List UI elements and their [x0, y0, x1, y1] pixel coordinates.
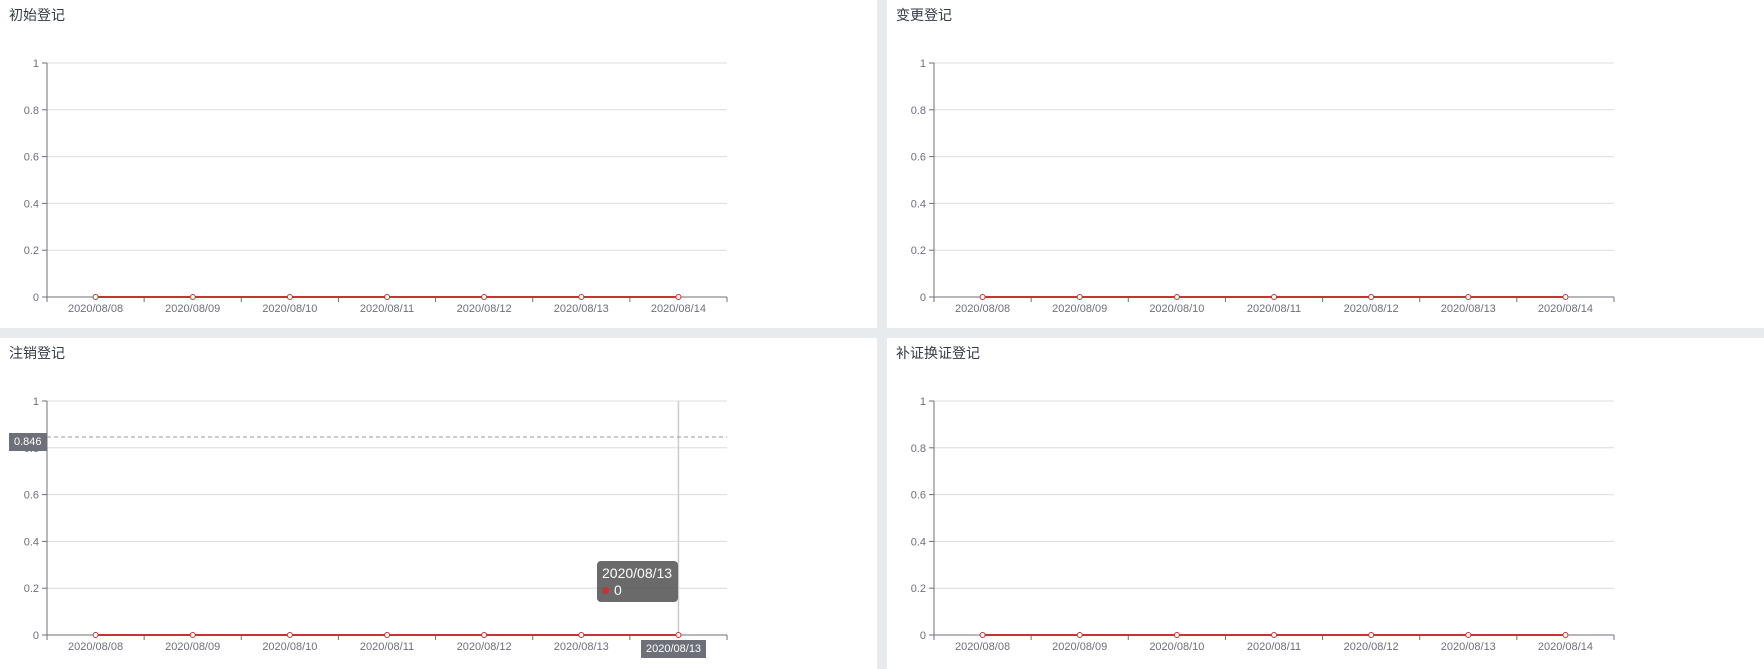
x-tick-label: 2020/08/11 [360, 303, 414, 315]
x-tick-label: 2020/08/12 [1344, 303, 1399, 315]
y-tick-label: 0.4 [24, 198, 39, 210]
x-tick-label: 2020/08/13 [1441, 641, 1496, 653]
data-point [1465, 632, 1472, 638]
y-axis-pointer-label: 0.846 [9, 433, 47, 451]
data-point [189, 294, 196, 300]
y-tick-label: 0.6 [911, 490, 926, 502]
y-tick-label: 1 [33, 396, 39, 408]
x-axis-pointer-label: 2020/08/13 [641, 640, 707, 658]
chart-panel-reissue: 补证换证登记 0 0.2 0.4 0.6 0.8 1 2020/08/08 2020/08/0… [887, 338, 1764, 669]
y-tick-label: 0.2 [911, 583, 926, 595]
x-tick-label: 2020/08/09 [165, 641, 220, 653]
x-tick-label: 2020/08/10 [1149, 303, 1204, 315]
x-tick-label: 2020/08/11 [1247, 641, 1301, 653]
tooltip-row: 0 [602, 582, 672, 598]
tooltip: 2020/08/13 0 [597, 561, 679, 602]
y-tick-label: 0.6 [24, 152, 39, 164]
data-point [1173, 632, 1180, 638]
panel-title: 注销登记 [9, 345, 65, 361]
data-point [1271, 294, 1277, 300]
data-point [578, 632, 585, 638]
y-tick-label: 1 [33, 58, 39, 70]
y-tick-label: 0.2 [24, 245, 39, 257]
data-point [384, 294, 390, 300]
tooltip-value: 0 [614, 582, 622, 598]
tooltip-title: 2020/08/13 [602, 565, 673, 581]
line-chart[interactable]: 0 0.2 0.4 0.6 0.8 1 2020/08/08 2020/08/09 2020/0… [887, 338, 1764, 669]
x-tick-label: 2020/08/10 [262, 641, 317, 653]
y-tick-label: 0.8 [911, 443, 926, 455]
y-tick-label: 0.6 [24, 490, 39, 502]
data-point [979, 294, 986, 300]
data-point [1368, 294, 1375, 300]
data-point [979, 632, 986, 638]
y-tick-label: 0.2 [911, 245, 926, 257]
data-point [481, 294, 488, 300]
x-tick-label: 2020/08/14 [1538, 641, 1593, 653]
series-dot-icon [602, 586, 609, 594]
data-point [92, 294, 99, 300]
data-point [481, 632, 488, 638]
line-chart[interactable]: 0 0.2 0.4 0.6 0.8 1 2020/08/08 2020/08/09 2020/0… [887, 0, 1764, 328]
data-point [92, 632, 99, 638]
line-chart[interactable]: 00.20.40.60.812020/08/082020/08/092020/0… [0, 338, 877, 669]
y-tick-label: 0.6 [911, 152, 926, 164]
x-tick-label: 2020/08/10 [1149, 641, 1204, 653]
x-tick-label: 2020/08/12 [457, 303, 512, 315]
x-tick-label: 2020/08/13 [554, 303, 609, 315]
x-tick-label: 2020/08/12 [457, 641, 512, 653]
x-tick-label: 2020/08/08 [955, 303, 1010, 315]
x-tick-label: 2020/08/09 [165, 303, 220, 315]
y-tick-label: 0.8 [24, 105, 39, 117]
y-tick-label: 0.4 [911, 536, 926, 548]
y-tick-label: 0.2 [24, 583, 39, 595]
y-tick-label: 0.4 [24, 536, 39, 548]
data-point [1465, 294, 1472, 300]
y-tick-label: 0 [920, 292, 926, 304]
panel-title: 变更登记 [896, 7, 952, 23]
y-tick-label: 1 [920, 396, 926, 408]
x-tick-label: 2020/08/11 [1247, 303, 1301, 315]
data-point [1562, 294, 1569, 300]
data-point [286, 632, 293, 638]
y-tick-label: 0 [920, 630, 926, 642]
x-tick-label: 2020/08/10 [262, 303, 317, 315]
data-point [1076, 632, 1083, 638]
chart-panel-cancel: 注销登记 00.20.40.60.812020/08/082020/08/092… [0, 338, 877, 669]
y-tick-label: 0 [33, 630, 39, 642]
data-point [1173, 294, 1180, 300]
x-tick-label: 2020/08/08 [955, 641, 1010, 653]
x-tick-label: 2020/08/12 [1344, 641, 1399, 653]
data-point [675, 632, 682, 638]
y-tick-label: 0 [33, 292, 39, 304]
line-chart[interactable]: 0 0.2 0.4 0.6 0.8 1 2020/08/08 2020/08/09 2020/0… [0, 0, 877, 328]
y-tick-label: 0.4 [911, 198, 926, 210]
y-tick-label: 0.8 [911, 105, 926, 117]
x-tick-label: 2020/08/11 [360, 641, 414, 653]
x-tick-label: 2020/08/09 [1052, 303, 1107, 315]
y-tick-label: 1 [920, 58, 926, 70]
data-point [1368, 632, 1375, 638]
panel-title: 初始登记 [9, 7, 65, 23]
data-point [1271, 632, 1277, 638]
x-tick-label: 2020/08/14 [651, 303, 706, 315]
data-point [1562, 632, 1569, 638]
x-tick-label: 2020/08/14 [1538, 303, 1593, 315]
x-tick-label: 2020/08/13 [1441, 303, 1496, 315]
panel-title: 补证换证登记 [896, 345, 980, 361]
x-tick-label: 2020/08/13 [554, 641, 609, 653]
data-point [578, 294, 585, 300]
data-point [675, 294, 682, 300]
data-point [286, 294, 293, 300]
chart-panel-initial: 初始登记 0 0.2 0.4 0.6 0.8 1 2020/08/08 2020/08/09 2… [0, 0, 877, 328]
data-point [189, 632, 196, 638]
x-tick-label: 2020/08/08 [68, 303, 123, 315]
chart-panel-change: 变更登记 0 0.2 0.4 0.6 0.8 1 2020/08/08 2020/08/09 2… [887, 0, 1764, 328]
data-point [1076, 294, 1083, 300]
x-tick-label: 2020/08/08 [68, 641, 123, 653]
data-point [384, 632, 390, 638]
x-tick-label: 2020/08/09 [1052, 641, 1107, 653]
